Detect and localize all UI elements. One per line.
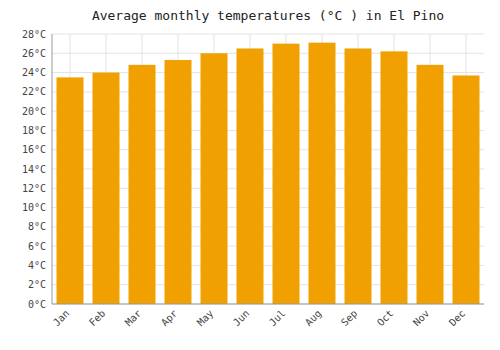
x-tick-label: Nov	[411, 308, 432, 329]
x-tick-label: Feb	[87, 308, 108, 329]
bar	[237, 48, 264, 304]
y-grid-line	[52, 304, 484, 305]
chart-svg: Average monthly temperatures (°C ) in El…	[0, 0, 500, 350]
x-tick-label: Jan	[51, 308, 72, 329]
bar	[345, 48, 372, 304]
bar	[57, 77, 84, 304]
bar	[129, 65, 156, 304]
chart-title: Average monthly temperatures (°C ) in El…	[92, 8, 444, 23]
axes: 0°C 2°C 4°C 6°C 8°C 10°C 12°C 14°C 16°C 18°C 20°C 2…	[22, 29, 484, 329]
y-grid-line	[52, 34, 484, 35]
y-tick-label: 12°C	[22, 183, 46, 194]
y-tick-label: 24°C	[22, 67, 46, 78]
y-tick-label: 2°C	[28, 279, 46, 290]
x-tick-label: Mar	[123, 308, 144, 329]
bar	[93, 73, 120, 304]
y-tick-label: 0°C	[28, 299, 46, 310]
y-tick-label: 20°C	[22, 106, 46, 117]
x-tick-label: Apr	[159, 308, 180, 329]
bars	[57, 43, 480, 304]
bar	[381, 51, 408, 304]
y-tick-label: 6°C	[28, 241, 46, 252]
chart-container: Average monthly temperatures (°C ) in El…	[0, 0, 500, 350]
y-tick-label: 28°C	[22, 29, 46, 40]
y-tick-label: 18°C	[22, 125, 46, 136]
y-tick-label: 10°C	[22, 202, 46, 213]
y-tick-label: 16°C	[22, 144, 46, 155]
y-tick-label: 14°C	[22, 164, 46, 175]
x-tick-label: Sep	[339, 308, 360, 329]
x-tick-label: May	[195, 308, 216, 329]
x-tick-label: Jun	[231, 308, 252, 329]
y-tick-label: 22°C	[22, 86, 46, 97]
x-tick-label: Jul	[267, 308, 288, 329]
x-tick-label: Dec	[447, 308, 468, 329]
grid	[52, 34, 484, 304]
bar	[165, 60, 192, 304]
bar	[417, 65, 444, 304]
bar	[273, 44, 300, 304]
y-axis-line	[52, 34, 53, 304]
y-tick-label: 8°C	[28, 221, 46, 232]
bar	[453, 75, 480, 304]
x-axis-line	[52, 304, 484, 305]
y-tick-label: 26°C	[22, 48, 46, 59]
bar	[309, 43, 336, 304]
x-tick-label: Oct	[375, 308, 396, 329]
y-grid-line	[52, 53, 484, 54]
bar	[201, 53, 228, 304]
x-tick-label: Aug	[303, 308, 324, 329]
y-tick-label: 4°C	[28, 260, 46, 271]
